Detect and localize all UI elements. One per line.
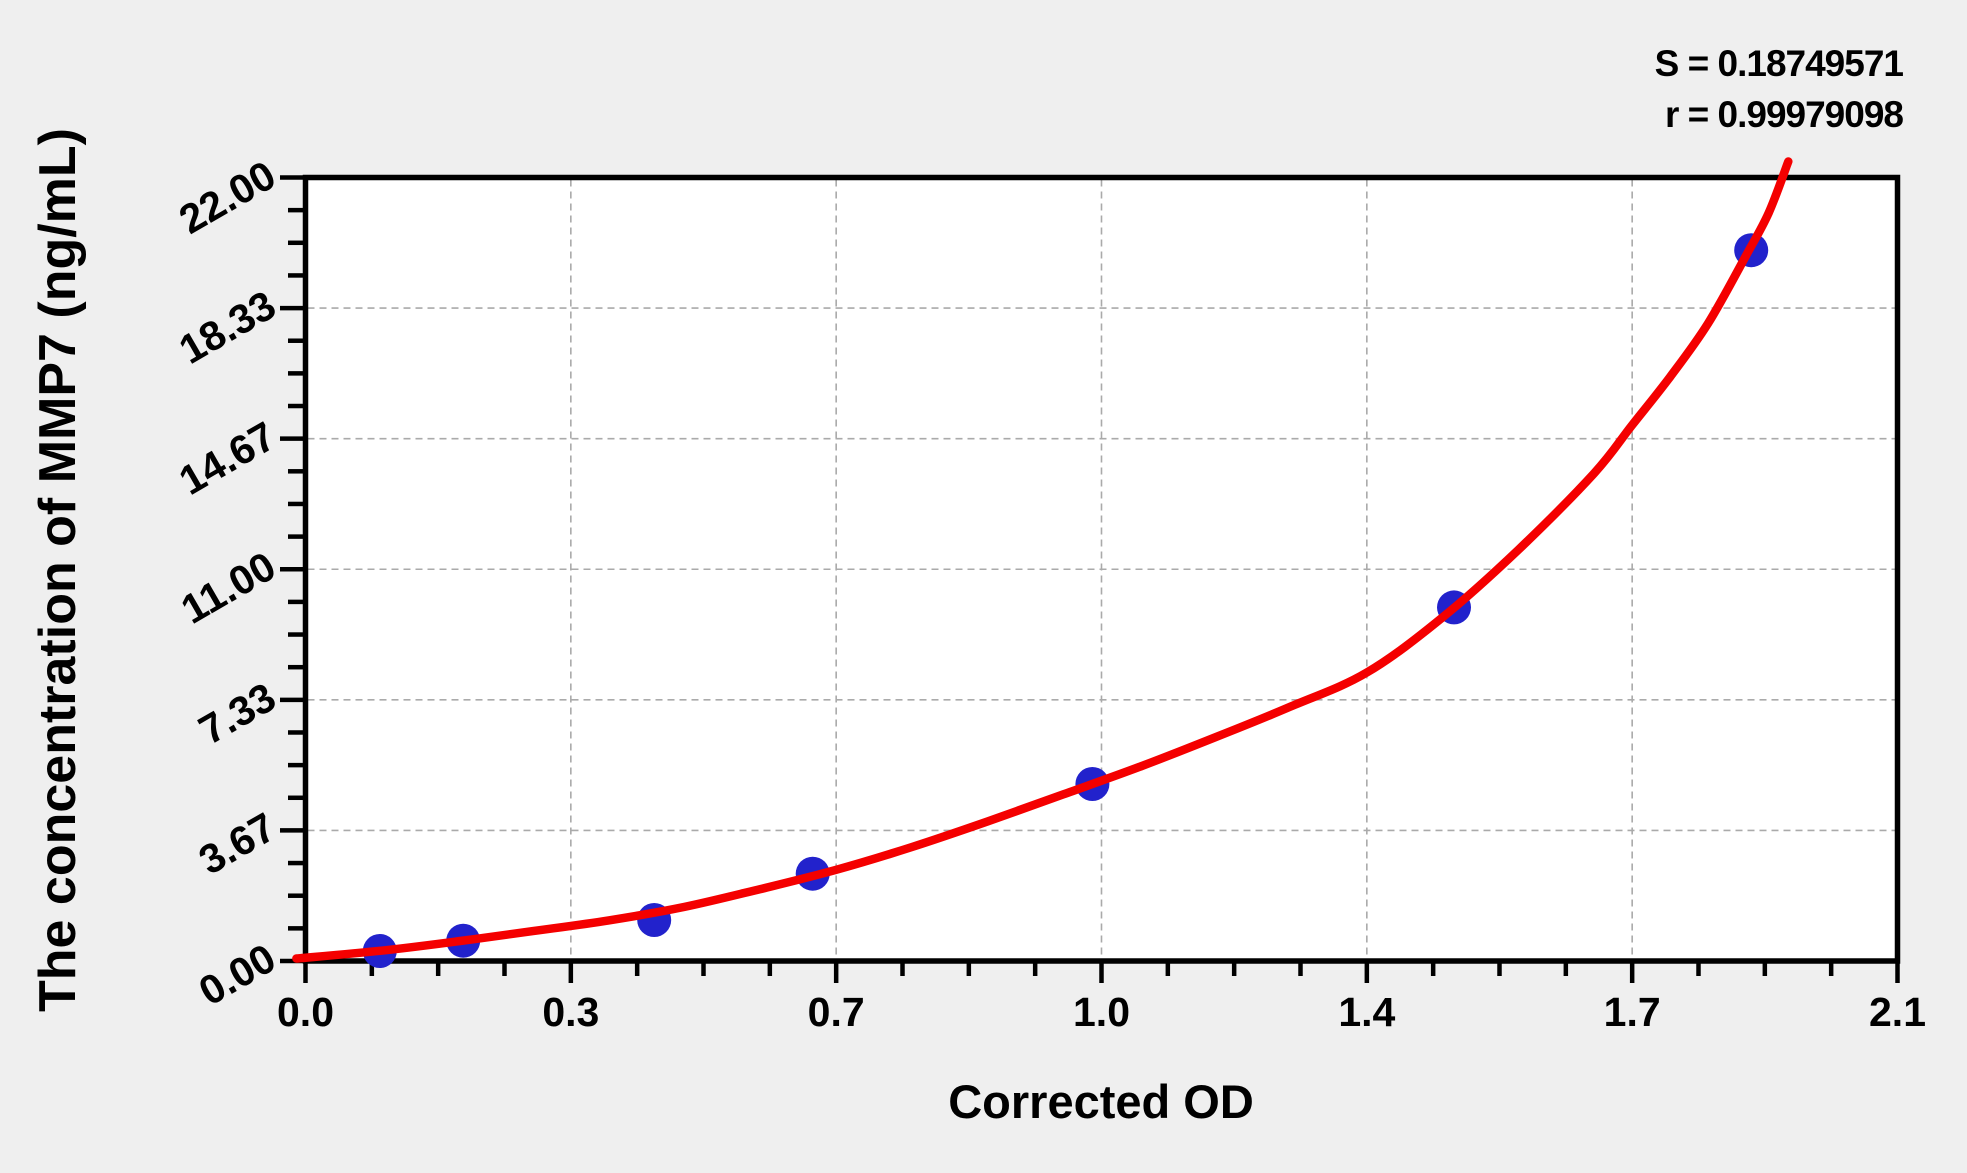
fit-s-value: S = 0.18749571 [1654,43,1904,84]
fit-statistics: S = 0.18749571 r = 0.99979098 [1654,38,1904,140]
x-tick-label-0.7: 0.7 [807,989,865,1035]
y-axis-title: The concentration of MMP7 (ng/mL) [29,128,87,1012]
x-tick-label-2.1: 2.1 [1869,989,1926,1035]
fit-r-value: r = 0.99979098 [1664,94,1904,135]
fitted-curve-line [292,157,1793,963]
x-axis-title: Corrected OD [948,1075,1254,1128]
x-tick-label-1.7: 1.7 [1603,989,1661,1035]
x-tick-label-1.0: 1.0 [1073,989,1130,1035]
x-tick-label-0.3: 0.3 [542,989,600,1035]
x-tick-label-0.0: 0.0 [277,989,334,1035]
x-tick-label-1.4: 1.4 [1338,989,1396,1035]
axis-spines [302,174,1901,964]
